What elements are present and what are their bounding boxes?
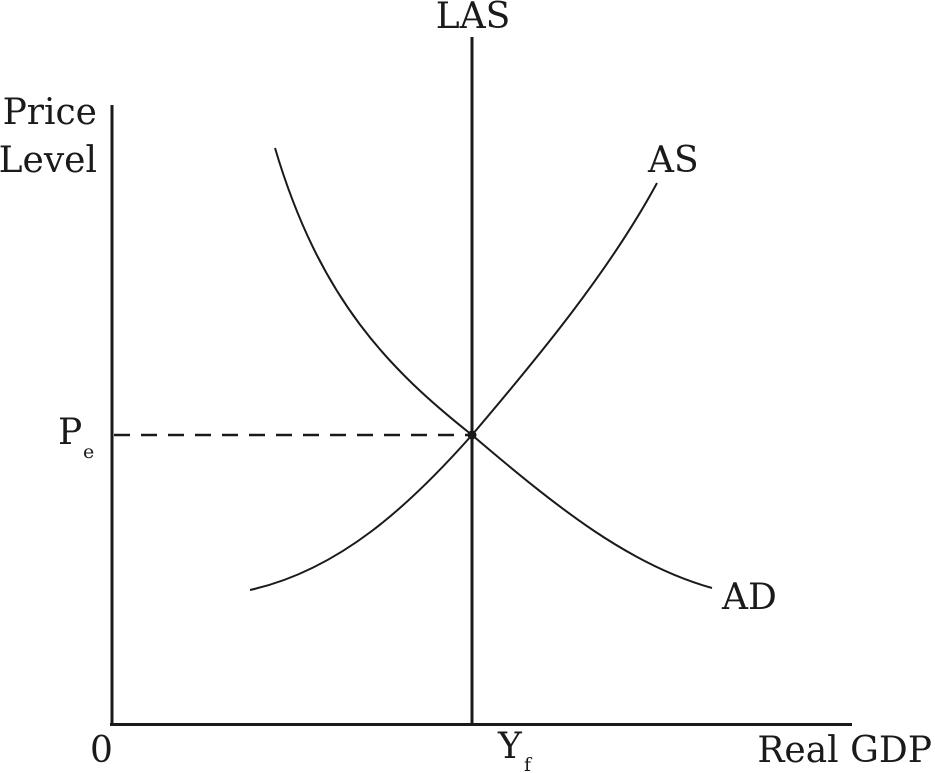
las-label: LAS	[436, 0, 511, 37]
pe-subscript: e	[83, 441, 94, 463]
y-axis-label-line2: Level	[0, 140, 97, 181]
equilibrium-point	[467, 430, 477, 440]
pe-label: P	[58, 412, 82, 453]
yf-label: Y	[497, 726, 523, 767]
origin-label: 0	[90, 730, 113, 771]
ad-label: AD	[721, 577, 777, 618]
yf-subscript: f	[524, 754, 533, 773]
ad-curve	[274, 147, 713, 589]
x-axis-label: Real GDP	[757, 730, 932, 771]
as-label: AS	[647, 140, 699, 181]
y-axis-label-line1: Price	[3, 92, 97, 133]
